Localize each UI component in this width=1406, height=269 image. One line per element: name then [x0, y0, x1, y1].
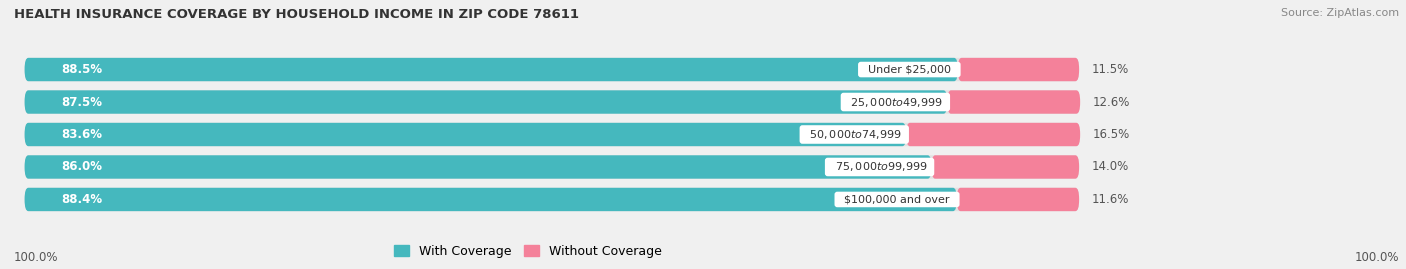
Text: Source: ZipAtlas.com: Source: ZipAtlas.com: [1281, 8, 1399, 18]
FancyBboxPatch shape: [956, 188, 1080, 211]
FancyBboxPatch shape: [25, 123, 1080, 146]
FancyBboxPatch shape: [905, 123, 1080, 146]
Text: $100,000 and over: $100,000 and over: [838, 194, 956, 204]
Text: 14.0%: 14.0%: [1092, 161, 1129, 174]
Text: 100.0%: 100.0%: [1354, 251, 1399, 264]
Text: 83.6%: 83.6%: [62, 128, 103, 141]
FancyBboxPatch shape: [25, 90, 1080, 114]
Text: 12.6%: 12.6%: [1092, 95, 1130, 108]
Text: 86.0%: 86.0%: [62, 161, 103, 174]
Text: Under $25,000: Under $25,000: [860, 65, 957, 75]
FancyBboxPatch shape: [25, 155, 932, 179]
Text: 100.0%: 100.0%: [14, 251, 59, 264]
Text: 88.5%: 88.5%: [62, 63, 103, 76]
FancyBboxPatch shape: [25, 58, 957, 81]
Text: $50,000 to $74,999: $50,000 to $74,999: [803, 128, 905, 141]
Text: $75,000 to $99,999: $75,000 to $99,999: [828, 161, 932, 174]
FancyBboxPatch shape: [25, 123, 905, 146]
Text: 87.5%: 87.5%: [62, 95, 103, 108]
FancyBboxPatch shape: [932, 155, 1080, 179]
FancyBboxPatch shape: [25, 155, 1080, 179]
Text: 16.5%: 16.5%: [1092, 128, 1130, 141]
Text: $25,000 to $49,999: $25,000 to $49,999: [844, 95, 948, 108]
FancyBboxPatch shape: [957, 58, 1080, 81]
Text: 11.6%: 11.6%: [1092, 193, 1129, 206]
FancyBboxPatch shape: [25, 90, 948, 114]
Text: HEALTH INSURANCE COVERAGE BY HOUSEHOLD INCOME IN ZIP CODE 78611: HEALTH INSURANCE COVERAGE BY HOUSEHOLD I…: [14, 8, 579, 21]
FancyBboxPatch shape: [25, 58, 1080, 81]
FancyBboxPatch shape: [25, 188, 956, 211]
FancyBboxPatch shape: [948, 90, 1080, 114]
Legend: With Coverage, Without Coverage: With Coverage, Without Coverage: [389, 239, 666, 263]
Text: 11.5%: 11.5%: [1092, 63, 1129, 76]
FancyBboxPatch shape: [25, 188, 1080, 211]
Text: 88.4%: 88.4%: [62, 193, 103, 206]
